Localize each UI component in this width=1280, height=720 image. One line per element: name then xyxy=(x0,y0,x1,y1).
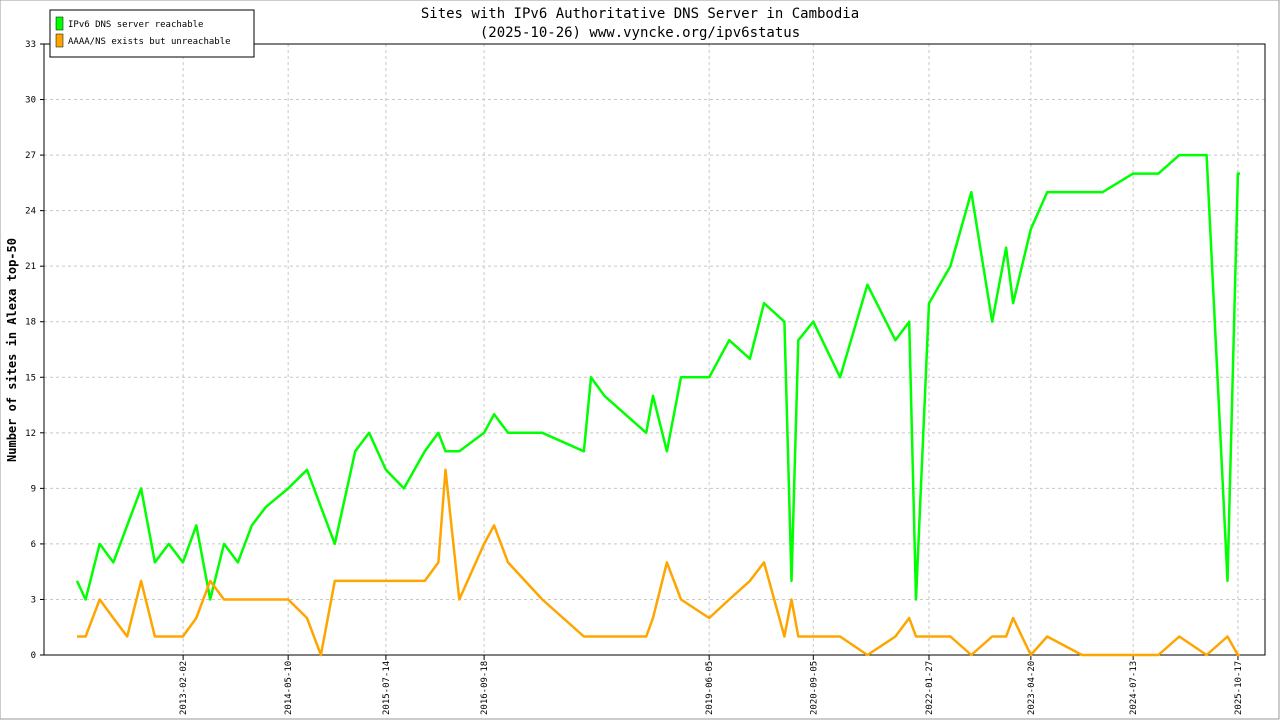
y-tick-label: 6 xyxy=(31,540,36,550)
y-axis-label: Number of sites in Alexa top-50 xyxy=(5,238,19,462)
y-tick-label: 18 xyxy=(25,318,36,328)
y-tick-label: 24 xyxy=(25,207,36,217)
chart-title: Sites with IPv6 Authoritative DNS Server… xyxy=(421,6,859,22)
legend-swatch xyxy=(55,16,64,31)
series-line xyxy=(77,468,1240,657)
legend-swatch xyxy=(55,33,64,48)
y-tick-label: 0 xyxy=(31,651,36,661)
x-tick-label: 2013-02-02 xyxy=(179,661,189,715)
series-line xyxy=(75,153,1240,601)
y-tick-label: 33 xyxy=(25,40,36,50)
y-tick-label: 30 xyxy=(25,96,36,106)
x-tick-label: 2020-09-05 xyxy=(809,661,819,715)
x-tick-label: 2015-07-14 xyxy=(382,661,392,715)
y-tick-label: 12 xyxy=(25,429,36,439)
chart-subtitle: (2025-10-26) www.vyncke.org/ipv6status xyxy=(480,25,800,41)
x-tick-label: 2025-10-17 xyxy=(1234,661,1244,715)
y-tick-label: 15 xyxy=(25,373,36,383)
legend: IPv6 DNS server reachable AAAA/NS exists … xyxy=(49,9,255,58)
y-tick-label: 3 xyxy=(31,595,36,605)
x-tick-label: 2024-07-13 xyxy=(1129,661,1139,715)
x-tick-label: 2014-05-10 xyxy=(284,661,294,715)
y-tick-label: 27 xyxy=(25,151,36,161)
plot-area xyxy=(43,43,1266,656)
x-tick-label: 2023-04-20 xyxy=(1027,661,1037,715)
x-tick-label: 2022-01-27 xyxy=(925,661,935,715)
legend-box xyxy=(49,9,255,58)
x-tick-label: 2019-06-05 xyxy=(705,661,715,715)
y-tick-label: 9 xyxy=(31,484,36,494)
x-tick-label: 2016-09-18 xyxy=(480,661,490,715)
legend-label: IPv6 DNS server reachable xyxy=(68,20,203,30)
legend-label: AAAA/NS exists but unreachable xyxy=(68,37,231,47)
y-tick-label: 21 xyxy=(25,262,36,272)
